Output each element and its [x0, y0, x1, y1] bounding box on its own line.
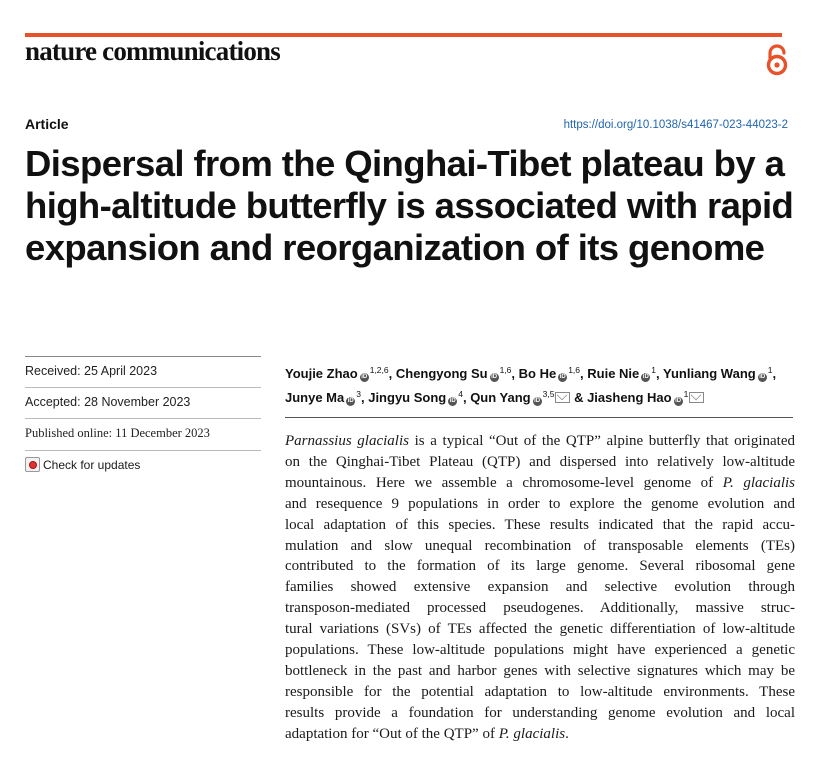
author[interactable]: Jingyu Song iD4 [368, 389, 463, 406]
author[interactable]: Chengyong Su iD1,6 [395, 365, 512, 382]
abstract-line: tural variations (SVs) of TEs affected t… [285, 621, 795, 638]
orcid-icon[interactable]: iD [532, 397, 542, 406]
author[interactable]: Bo He iD1,6 [518, 365, 581, 382]
author-affiliation: 1,2,6 [369, 365, 389, 375]
email-icon[interactable] [555, 392, 571, 403]
author-affiliation: 1 [651, 365, 657, 375]
journal-name: nature communications [25, 36, 281, 66]
author[interactable]: Junye Ma iD3 [285, 389, 361, 406]
author-separator: , [772, 366, 777, 381]
author[interactable]: Ruie Nie iD1 [587, 365, 657, 382]
article-type-label: Article [25, 116, 69, 132]
author-name: Bo He [518, 366, 557, 381]
abstract-line: responsible for the potential adaptation… [285, 683, 795, 700]
author-name: Yunliang Wang [663, 366, 756, 381]
author-separator: , [580, 366, 588, 381]
abstract-line: and resequence 9 populations in order to… [285, 495, 795, 512]
author-affiliation: 1,6 [499, 365, 512, 375]
author-separator: , [511, 366, 519, 381]
abstract-line: transposon-mediated processed pseudogene… [285, 600, 795, 617]
abstract-top-rule [285, 417, 793, 418]
author-affiliation: 3 [356, 389, 361, 399]
published-date: Published online: 11 December 2023 [25, 419, 261, 451]
author[interactable]: Yunliang Wang iD1 [663, 365, 773, 382]
abstract-line: mulation and slow unequal recombination … [285, 537, 795, 554]
abstract-line: contributed to the formation of its larg… [285, 558, 795, 575]
author-affiliation: 3,5 [542, 389, 555, 399]
author-separator: , [462, 390, 471, 405]
doi-link[interactable]: https://doi.org/10.1038/s41467-023-44023… [563, 119, 788, 131]
abstract-line: adaptation for “Out of the QTP” of P. gl… [285, 725, 569, 742]
orcid-icon[interactable]: iD [346, 397, 356, 406]
orcid-icon[interactable]: iD [448, 397, 458, 406]
orcid-icon[interactable]: iD [359, 373, 369, 382]
orcid-icon[interactable]: iD [558, 373, 568, 382]
author-separator: & [570, 390, 588, 405]
dates-top-rule [25, 356, 261, 357]
author-name: Jiasheng Hao [587, 390, 672, 405]
abstract-line: bottleneck in the past and harbor genes … [285, 662, 795, 679]
author-name: Chengyong Su [395, 366, 488, 381]
author[interactable]: Qun Yang iD3,5 [470, 389, 571, 406]
abstract-line: on the Qinghai-Tibet Plateau (QTP) and d… [285, 453, 795, 470]
email-icon[interactable] [689, 392, 705, 403]
author-name: Youjie Zhao [285, 366, 358, 381]
author-separator: , [656, 366, 664, 381]
abstract: Parnassius glacialis is a typical “Out o… [285, 431, 795, 745]
author-name: Junye Ma [285, 390, 345, 405]
author-affiliation: 1,6 [568, 365, 581, 375]
author-name: Ruie Nie [587, 366, 640, 381]
author-affiliation: 1 [683, 389, 689, 399]
author-name: Qun Yang [470, 390, 531, 405]
abstract-line: families showed extensive expansion and … [285, 579, 795, 596]
orcid-icon[interactable]: iD [757, 373, 767, 382]
header-accent-bar [25, 33, 782, 37]
author[interactable]: Youjie Zhao iD1,2,6 [285, 365, 389, 382]
author-affiliation: 4 [458, 389, 463, 399]
accepted-date: Accepted: 28 November 2023 [25, 388, 261, 419]
publication-dates: Received: 25 April 2023 Accepted: 28 Nov… [25, 356, 261, 478]
author-name: Jingyu Song [368, 390, 447, 405]
orcid-icon[interactable]: iD [641, 373, 651, 382]
author-separator: , [360, 390, 369, 405]
received-date: Received: 25 April 2023 [25, 357, 261, 388]
check-updates-label: Check for updates [43, 457, 141, 472]
check-updates-icon [25, 457, 40, 472]
abstract-line: mountainous. Here we assemble a chromoso… [285, 474, 795, 491]
author-affiliation: 1 [767, 365, 773, 375]
article-title: Dispersal from the Qinghai-Tibet plateau… [25, 143, 794, 268]
abstract-line: Parnassius glacialis is a typical “Out o… [285, 433, 795, 449]
abstract-line: populations. These low-altitude populati… [285, 642, 795, 659]
abstract-line: local adaptation of this species. These … [285, 516, 795, 533]
author-separator: , [388, 366, 396, 381]
author-list: Youjie Zhao iD1,2,6, Chengyong Su iD1,6, B… [285, 360, 795, 408]
orcid-icon[interactable]: iD [673, 397, 683, 406]
check-for-updates-button[interactable]: Check for updates [25, 451, 261, 478]
orcid-icon[interactable]: iD [489, 373, 499, 382]
abstract-line: results provide a foundation for underst… [285, 704, 795, 721]
author[interactable]: Jiasheng Hao iD1 [587, 389, 705, 406]
open-access-lock-icon [766, 44, 788, 76]
